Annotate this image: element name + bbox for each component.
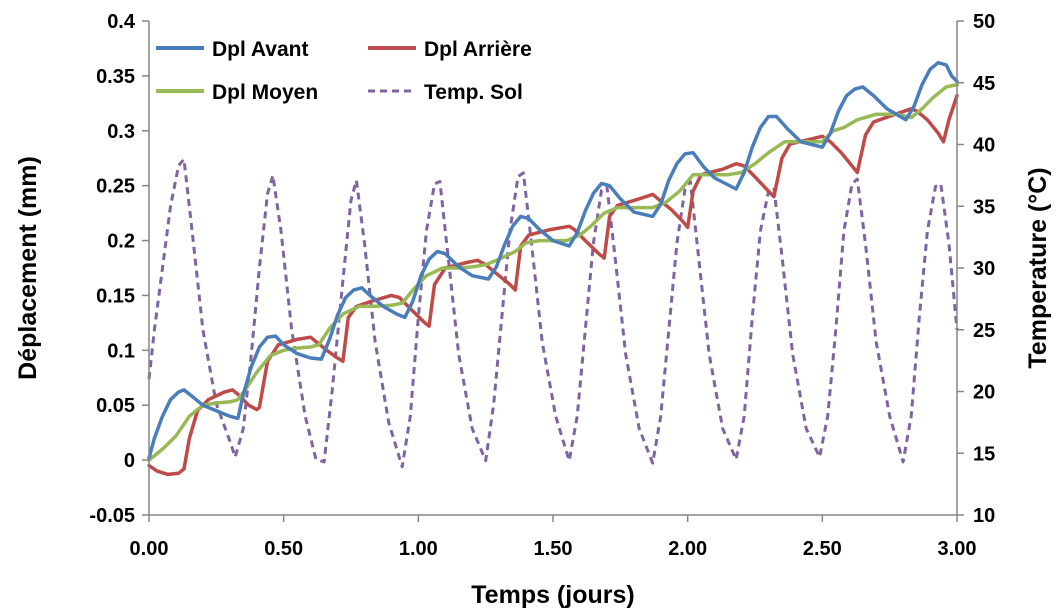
legend: Dpl Avant Dpl Arrière Dpl Moyen Temp. Sol [156,38,532,104]
series-line-dpl-moyen [147,82,959,462]
series-line-temp-sol [147,157,959,469]
y-tick-label: 0.15 [96,285,135,307]
x-tick-label: 0.50 [264,538,303,560]
y2-tick-label: 35 [973,196,995,218]
y2-tick-label: 20 [973,382,995,404]
y-tick-label: 0.4 [107,11,136,33]
series-line-dpl-avant [147,60,959,460]
x-tick-label: 0.00 [130,538,169,560]
y2-tick-label: 15 [973,443,995,465]
y2-tick-label: 45 [973,73,995,95]
x-tick-label: 2.00 [668,538,707,560]
y2-tick-label: 30 [973,258,995,280]
legend-label: Dpl Avant [212,38,308,61]
y-tick-label: 0.1 [107,340,135,362]
y2-tick-label: 25 [973,320,995,342]
y2-axis-title: Temperature (°C) [1024,167,1052,368]
y-tick-label: 0.25 [96,176,135,198]
legend-label: Temp. Sol [424,81,523,104]
y-tick-label: 0.2 [107,231,135,253]
x-tick-label: 3.00 [938,538,977,560]
y-axis-title: Déplacement (mm) [14,156,42,380]
axis-ticks: -0.05 0 0.05 0.1 0.15 0.2 0.25 0.3 0.35 0.4 10 15 20… [89,11,995,560]
legend-label: Dpl Arrière [424,38,532,61]
y-tick-label: 0.35 [96,66,135,88]
series-line-dpl-arri-re [147,93,959,477]
plot-lines [147,60,959,477]
y2-tick-label: 40 [973,135,995,157]
y2-tick-label: 50 [973,11,995,33]
legend-label: Dpl Moyen [212,81,318,104]
x-tick-label: 2.50 [803,538,842,560]
x-tick-label: 1.50 [534,538,573,560]
y-tick-label: -0.05 [89,505,135,527]
x-tick-label: 1.00 [399,538,438,560]
y-tick-label: 0.05 [96,395,135,417]
x-axis-title: Temps (jours) [471,581,634,609]
y2-tick-label: 10 [973,505,995,527]
y-tick-label: 0.3 [107,121,135,143]
y-tick-label: 0 [124,450,135,472]
